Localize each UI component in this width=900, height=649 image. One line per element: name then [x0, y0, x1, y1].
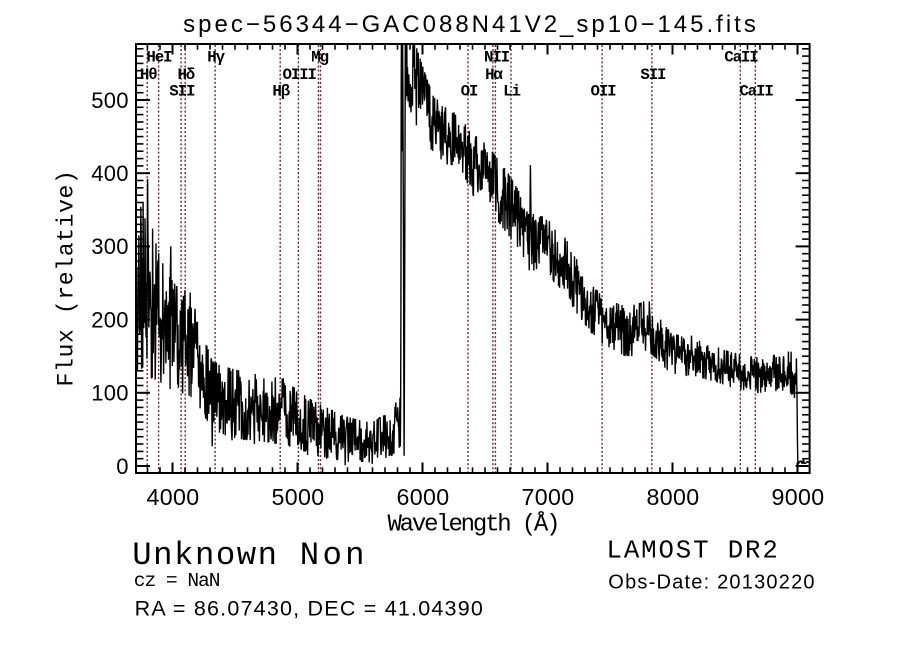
- svg-text:9000: 9000: [771, 484, 824, 510]
- svg-text:SII: SII: [169, 83, 195, 101]
- svg-text:7000: 7000: [521, 484, 574, 510]
- svg-text:Hα: Hα: [485, 66, 503, 84]
- svg-text:Wavelength (Å): Wavelength (Å): [387, 511, 558, 539]
- svg-text:OIII: OIII: [283, 66, 317, 84]
- svg-text:6000: 6000: [396, 484, 449, 510]
- svg-text:400: 400: [91, 161, 129, 186]
- svg-text:Flux (relative): Flux (relative): [54, 170, 80, 387]
- svg-text:Hδ: Hδ: [177, 66, 194, 84]
- svg-text:4000: 4000: [146, 484, 199, 510]
- svg-text:Unknown: Unknown: [132, 537, 278, 574]
- svg-text:SII: SII: [640, 66, 666, 84]
- svg-text:CaII: CaII: [724, 49, 758, 67]
- svg-text:100: 100: [91, 381, 129, 406]
- svg-text:5000: 5000: [271, 484, 324, 510]
- svg-text:8000: 8000: [646, 484, 699, 510]
- svg-text:HeI: HeI: [146, 49, 172, 67]
- svg-text:500: 500: [91, 88, 129, 113]
- svg-text:Li: Li: [503, 83, 520, 101]
- svg-text:Hγ: Hγ: [207, 49, 225, 67]
- svg-text:cz = NaN: cz = NaN: [134, 570, 220, 592]
- svg-text:NII: NII: [484, 49, 510, 67]
- svg-text:200: 200: [91, 307, 129, 332]
- svg-text:CaII: CaII: [739, 83, 773, 101]
- svg-text:OI: OI: [461, 83, 478, 101]
- svg-text:Mg: Mg: [311, 49, 328, 67]
- svg-text:RA = 86.07430, DEC = 41.0439: RA = 86.07430, DEC = 41.04390: [135, 596, 484, 620]
- svg-text:spec−56344−GAC088N41V2_sp10−14: spec−56344−GAC088N41V2_sp10−145.fits: [183, 11, 759, 38]
- svg-text:Hθ: Hθ: [140, 66, 157, 84]
- svg-text:Non: Non: [300, 537, 368, 574]
- svg-text:LAMOST DR2: LAMOST DR2: [607, 537, 780, 566]
- svg-text:OII: OII: [591, 83, 617, 101]
- svg-text:300: 300: [91, 234, 129, 259]
- svg-text:Hβ: Hβ: [272, 83, 290, 101]
- svg-text:Obs-Date: 20130220: Obs-Date: 20130220: [608, 572, 815, 594]
- svg-text:0: 0: [116, 454, 129, 479]
